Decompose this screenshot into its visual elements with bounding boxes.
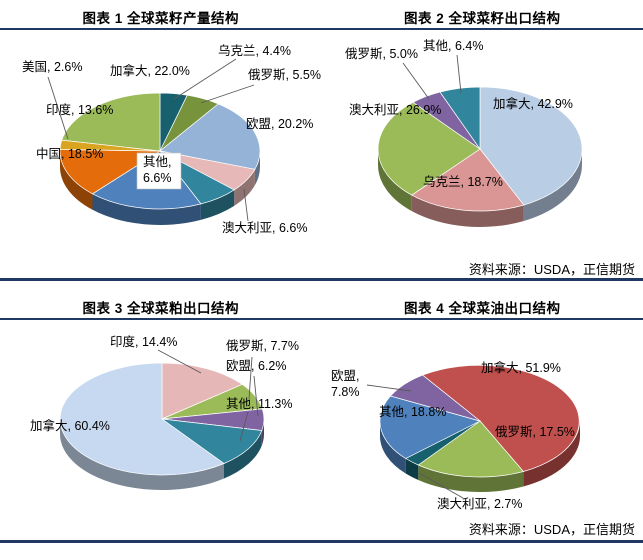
slice-label: 澳大利亚, 26.9% (349, 103, 441, 117)
label-leader-line (157, 349, 202, 374)
slice-label: 美国, 2.6% (22, 60, 82, 74)
label-leader-line (366, 384, 412, 392)
section-divider-thick (0, 540, 643, 543)
pie-slice-side (60, 151, 93, 210)
pie-slice-side (59, 419, 225, 491)
pie-slice-side (224, 430, 262, 479)
pie-slice (379, 395, 481, 459)
slice-label: 澳大利亚, 6.6% (222, 221, 307, 235)
pie-slice (59, 149, 162, 195)
slice-label: 乌克兰, 4.4% (218, 43, 291, 58)
slice-label: 澳大利亚, 2.7% (437, 497, 522, 511)
label-leader-line (239, 411, 249, 442)
slice-label: 6.6% (143, 171, 172, 185)
pie-slice (159, 103, 261, 170)
pie-slice (59, 362, 225, 476)
pie-slice-side (200, 189, 235, 220)
slice-label: 其他, 6.4% (423, 39, 483, 53)
slice-label: 7.8% (331, 385, 360, 399)
pie-slice (479, 86, 583, 206)
label-leader-line (253, 375, 259, 417)
slice-label: 中国, 18.5% (36, 146, 103, 161)
pie-slice (421, 364, 580, 472)
section-divider-thick (0, 278, 643, 281)
pie-slice-side (523, 149, 582, 221)
slice-label: 俄罗斯, 17.5% (495, 425, 575, 439)
label-leader-line (47, 76, 69, 140)
pie-chart-rapeseed-production: 乌克兰, 4.4% 俄罗斯, 5.5% 欧盟, 20.2% 澳大利亚, 6.6% 其他,… (22, 43, 321, 235)
pie-slice (160, 418, 263, 464)
pie-slice-side (254, 151, 260, 186)
slice-label: 欧盟, 20.2% (246, 117, 313, 131)
pie-slice-side (523, 421, 581, 487)
slice-label: 加拿大, 60.4% (30, 418, 110, 433)
pie-slice (61, 92, 161, 152)
pie-chart-meal-export: 印度, 14.4% 俄罗斯, 7.7% 欧盟, 6.2% 其他, 11.3% 加拿大, … (30, 334, 299, 491)
pie-slice-side (418, 465, 524, 493)
pie-slice (377, 101, 481, 196)
chart-1-title: 图表 1 全球菜籽产量结构 (82, 11, 239, 26)
figure-titles-row-2: 图表 3 全球菜粕出口结构 图表 4 全球菜油出口结构 (0, 297, 643, 317)
label-leader-line (418, 472, 464, 499)
pie-slice-side (378, 149, 412, 212)
slice-label: 印度, 13.6% (46, 102, 113, 117)
figure-titles-row-1: 图表 1 全球菜籽产量结构 图表 2 全球菜籽出口结构 (0, 7, 643, 27)
slice-label: 乌克兰, 18.7% (423, 174, 503, 189)
divider-line (0, 28, 643, 30)
source-note-2: 资料来源：USDA，正信期货 (468, 522, 635, 537)
slice-label: 欧盟, 6.2% (226, 359, 286, 373)
slice-label: 欧盟, (331, 369, 359, 383)
slice-label: 俄罗斯, 7.7% (226, 339, 299, 353)
pie-slice-side (411, 195, 524, 228)
pie-slice-side (234, 169, 255, 206)
pie-slice (417, 420, 525, 478)
pie-slice (439, 86, 481, 151)
slice-label: 加拿大, 42.9% (493, 96, 573, 111)
pie-slice (389, 374, 481, 422)
pie-chart-oil-export: 加拿大, 51.9% 俄罗斯, 17.5% 澳大利亚, 2.7% 其他, 18.8% 欧… (331, 360, 581, 511)
slice-label: 其他, 18.8% (379, 405, 446, 419)
label-leader-line (456, 54, 462, 94)
label-background (136, 152, 182, 190)
chart-2-title: 图表 2 全球菜籽出口结构 (403, 11, 561, 26)
pie-slice-side (380, 421, 406, 474)
slice-label: 俄罗斯, 5.0% (345, 47, 418, 61)
pie-chart-rapeseed-export: 加拿大, 42.9% 乌克兰, 18.7% 澳大利亚, 26.9% 俄罗斯, 5.0%… (345, 39, 583, 228)
chart-4-title: 图表 4 全球菜油出口结构 (403, 301, 561, 316)
slice-label: 印度, 14.4% (110, 334, 177, 349)
label-leader-line (243, 188, 249, 222)
label-leader-line (200, 84, 255, 104)
pie-slice-side (92, 193, 201, 225)
label-leader-line (248, 356, 253, 400)
slice-label: 俄罗斯, 5.5% (248, 68, 321, 82)
chart-3-title: 图表 3 全球菜粕出口结构 (82, 301, 239, 316)
slice-label: 加拿大, 22.0% (110, 63, 190, 78)
source-note-1: 资料来源：USDA，正信期货 (468, 262, 635, 277)
divider-line (0, 318, 643, 320)
pie-slice (411, 148, 525, 212)
slice-label: 其他, (143, 155, 171, 169)
pie-slice (161, 362, 243, 420)
slice-label: 其他, 11.3% (226, 397, 292, 411)
slice-label: 加拿大, 51.9% (481, 360, 561, 375)
label-leader-line (173, 58, 237, 100)
label-leader-line (402, 62, 430, 100)
